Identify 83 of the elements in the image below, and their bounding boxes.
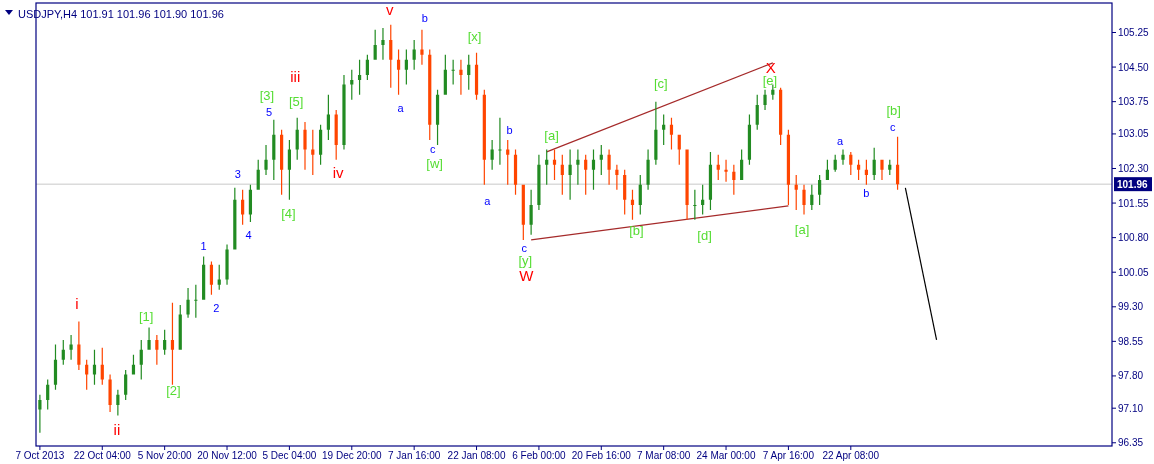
candlestick xyxy=(537,154,541,210)
candlestick xyxy=(724,159,728,182)
candlestick xyxy=(342,74,346,150)
x-tick-label: 20 Nov 12:00 xyxy=(197,450,258,461)
candlestick xyxy=(841,149,845,165)
annotation: [a] xyxy=(544,127,559,143)
x-tick-label: 5 Dec 04:00 xyxy=(262,450,317,461)
y-tick-label: 98.55 xyxy=(1118,335,1144,347)
candlestick xyxy=(69,334,73,360)
annotation: c xyxy=(889,120,896,133)
annotation: [a] xyxy=(794,221,810,237)
y-tick-label: 97.10 xyxy=(1118,402,1144,414)
annotation: b xyxy=(506,123,513,136)
annotation: [w] xyxy=(426,155,443,171)
annotation: c xyxy=(521,241,528,254)
annotation: b xyxy=(863,186,870,199)
y-tick-label: 102.30 xyxy=(1118,162,1150,174)
annotation: [5] xyxy=(288,93,304,109)
candlestick xyxy=(685,149,689,220)
annotation: a xyxy=(397,101,405,114)
annotation: [d] xyxy=(697,227,712,243)
annotation: iv xyxy=(332,164,345,182)
annotation: 3 xyxy=(234,167,241,180)
candlestick xyxy=(646,149,650,190)
candlestick xyxy=(303,121,307,170)
x-tick-label: 19 Dec 20:00 xyxy=(322,450,382,461)
annotation: W xyxy=(519,267,535,285)
candlestick xyxy=(420,29,424,65)
y-tick-label: 104.50 xyxy=(1118,61,1150,73)
ref-line-label: 101.96 xyxy=(1117,178,1149,190)
x-tick-label: 7 Apr 16:00 xyxy=(762,450,815,461)
y-tick-label: 101.55 xyxy=(1118,197,1150,209)
y-tick-label: 105.25 xyxy=(1118,27,1150,38)
annotation: ii xyxy=(113,421,121,439)
y-tick-label: 100.80 xyxy=(1118,232,1150,244)
y-tick-label: 97.80 xyxy=(1118,370,1144,382)
y-tick-label: 99.30 xyxy=(1118,301,1144,313)
annotation: a xyxy=(484,194,492,207)
annotation: 4 xyxy=(245,228,252,241)
x-tick-label: 22 Jan 08:00 xyxy=(447,450,506,461)
candlestick xyxy=(108,374,112,412)
annotation: [b] xyxy=(886,102,901,118)
x-tick-label: 6 Feb 00:00 xyxy=(512,450,567,461)
annotation: c xyxy=(429,142,436,155)
y-tick-label: 96.35 xyxy=(1118,437,1144,449)
candlestick xyxy=(763,89,767,110)
x-tick-label: 22 Apr 08:00 xyxy=(822,450,880,461)
annotation: [2] xyxy=(166,382,181,398)
candlestick xyxy=(607,149,611,185)
annotation: [c] xyxy=(653,75,668,91)
candlestick xyxy=(498,117,502,165)
annotation: iii xyxy=(290,68,301,86)
annotation: 1 xyxy=(200,239,207,252)
annotation: [y] xyxy=(518,252,533,268)
candlestick xyxy=(186,287,190,318)
x-tick-label: 24 Mar 00:00 xyxy=(696,450,756,461)
x-tick-label: 22 Oct 04:00 xyxy=(73,450,132,461)
annotation: [4] xyxy=(281,205,296,221)
annotation: 5 xyxy=(265,105,272,118)
y-tick-label: 103.05 xyxy=(1118,128,1150,140)
annotation: a xyxy=(837,134,845,147)
candlestick xyxy=(880,159,884,181)
candlestick xyxy=(264,144,268,175)
x-tick-label: 7 Jan 16:00 xyxy=(388,450,441,461)
annotation: b xyxy=(421,11,428,24)
annotation: 2 xyxy=(213,301,220,314)
candlestick xyxy=(459,59,463,95)
x-tick-label: 5 Nov 20:00 xyxy=(137,450,193,461)
y-tick-label: 100.05 xyxy=(1118,266,1150,278)
annotation: [b] xyxy=(629,222,644,238)
x-tick-label: 7 Oct 2013 xyxy=(15,450,65,461)
annotation: [3] xyxy=(259,87,275,103)
candlestick xyxy=(147,327,151,350)
x-tick-label: 20 Feb 16:00 xyxy=(571,450,632,461)
annotation: v xyxy=(386,1,395,19)
candlestick xyxy=(381,27,385,60)
y-tick-label: 103.75 xyxy=(1118,96,1150,108)
candlestick xyxy=(225,244,229,285)
annotation: [1] xyxy=(138,308,154,324)
x-tick-label: 7 Mar 08:00 xyxy=(636,450,691,461)
candlestick xyxy=(802,184,806,215)
annotation: [x] xyxy=(467,28,482,44)
annotation: i xyxy=(75,295,79,313)
